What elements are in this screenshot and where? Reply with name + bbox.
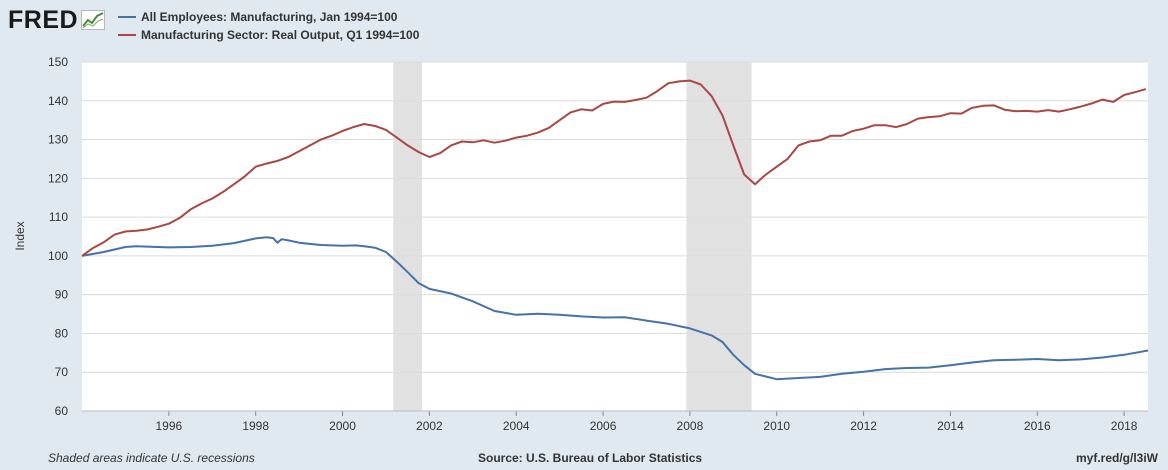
legend-swatch-employment xyxy=(118,16,136,18)
x-tick-label: 2004 xyxy=(503,419,530,433)
series-line-output xyxy=(81,79,1147,257)
plot-area xyxy=(82,62,1148,411)
fred-logo[interactable]: FRED xyxy=(8,5,106,34)
x-tick-label: 2000 xyxy=(329,419,356,433)
x-tick-label: 2006 xyxy=(590,419,617,433)
y-tick-label: 150 xyxy=(48,55,68,69)
y-tick-label: 130 xyxy=(48,133,68,147)
legend-swatch-output xyxy=(118,34,136,36)
x-tick-label: 2016 xyxy=(1024,419,1051,433)
legend-label-employment: All Employees: Manufacturing, Jan 1994=1… xyxy=(141,10,398,24)
y-tick-label: 110 xyxy=(49,210,68,224)
x-tick-label: 1998 xyxy=(242,419,269,433)
y-tick-label: 70 xyxy=(55,365,69,379)
source-text: Source: U.S. Bureau of Labor Statistics xyxy=(478,451,703,465)
y-axis-ticks: 60 70 80 90 100 110 120 130 140 150 xyxy=(48,55,68,418)
recession-band-1 xyxy=(686,62,752,411)
series-line-employment xyxy=(81,236,1149,381)
recession-band-0 xyxy=(393,62,422,411)
series-lines xyxy=(81,79,1149,381)
x-tick-label: 1996 xyxy=(155,419,182,433)
x-tick-label: 2002 xyxy=(416,419,443,433)
logo-text: FRED xyxy=(8,5,79,34)
chart-legend: All Employees: Manufacturing, Jan 1994=1… xyxy=(118,8,419,44)
legend-item-employment[interactable]: All Employees: Manufacturing, Jan 1994=1… xyxy=(118,8,419,26)
y-tick-label: 140 xyxy=(48,94,68,108)
legend-label-output: Manufacturing Sector: Real Output, Q1 19… xyxy=(141,28,420,42)
recession-note: Shaded areas indicate U.S. recessions xyxy=(48,451,255,465)
short-link[interactable]: myf.red/g/l3iW xyxy=(1075,451,1158,465)
x-axis-ticks: 1996 1998 2000 2002 2004 2006 2008 2010 2012 2014… xyxy=(82,410,1148,433)
y-tick-label: 100 xyxy=(48,249,68,263)
x-tick-label: 2018 xyxy=(1111,419,1138,433)
x-tick-label: 2008 xyxy=(677,419,704,433)
y-tick-label: 80 xyxy=(55,326,69,340)
y-axis-label: Index xyxy=(13,221,27,250)
x-tick-label: 2010 xyxy=(763,419,790,433)
recession-shading xyxy=(393,62,752,411)
chart-line-icon xyxy=(81,10,106,30)
y-tick-label: 60 xyxy=(55,404,69,418)
y-tick-label: 90 xyxy=(55,288,69,302)
x-tick-label: 2012 xyxy=(850,419,877,433)
y-tick-label: 120 xyxy=(48,171,68,185)
x-tick-label: 2014 xyxy=(937,419,964,433)
legend-item-output[interactable]: Manufacturing Sector: Real Output, Q1 19… xyxy=(118,26,419,44)
